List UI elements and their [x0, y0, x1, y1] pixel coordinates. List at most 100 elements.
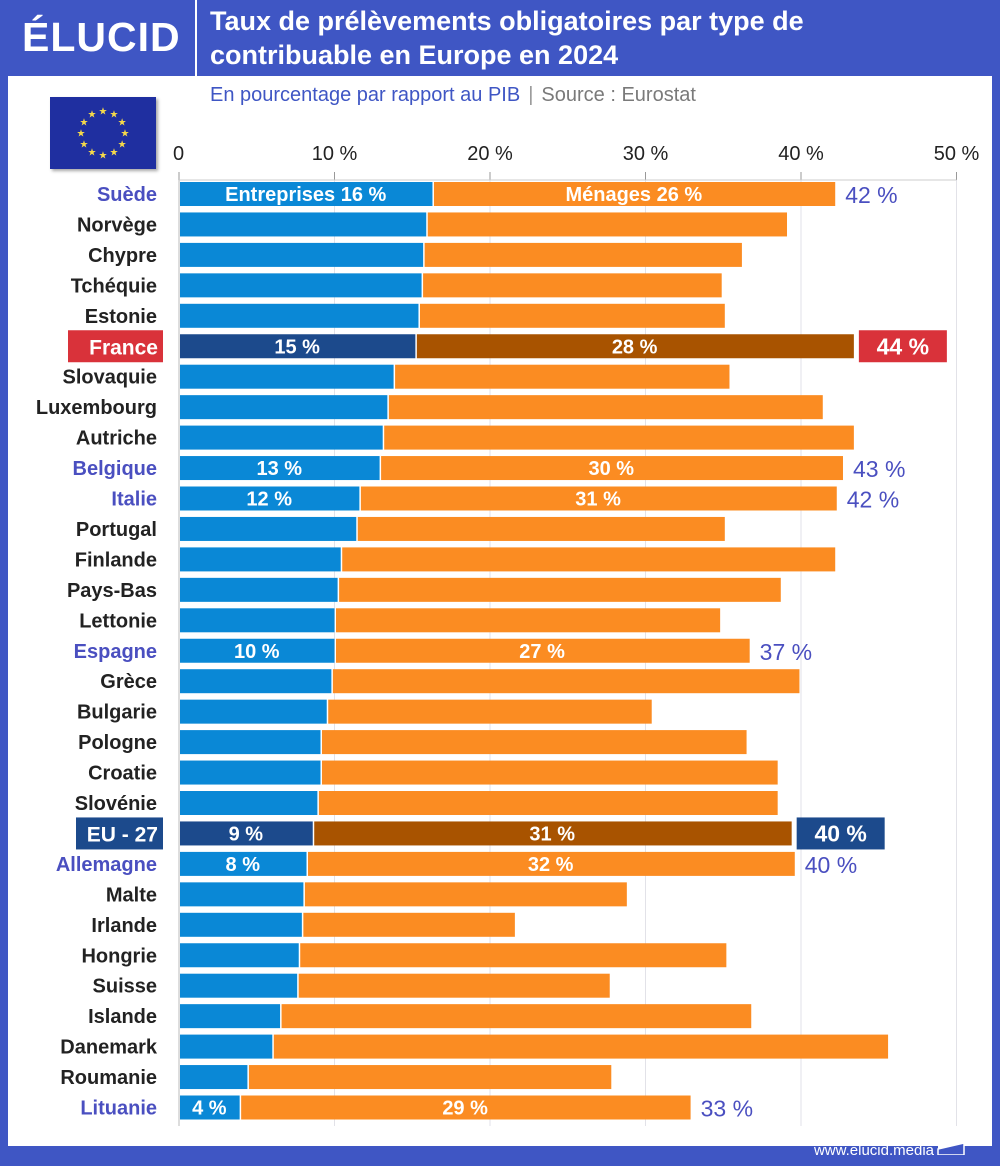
total-label: 33 %: [701, 1096, 753, 1122]
bar-entreprises: [180, 303, 419, 328]
bar-label-menages: Ménages 26 %: [565, 184, 702, 206]
x-tick-label: 20 %: [467, 143, 513, 165]
flag-star-icon: ★: [99, 107, 108, 118]
bar-label-entreprises: 12 %: [246, 489, 292, 511]
country-label: Islande: [88, 1006, 157, 1028]
country-label: Grèce: [100, 671, 157, 693]
bar-menages: [298, 973, 610, 998]
bar-entreprises: [180, 425, 383, 450]
bar-menages: [304, 882, 627, 907]
bar-menages: [314, 821, 792, 846]
flag-star-icon: ★: [110, 148, 119, 159]
bar-label-entreprises: 13 %: [257, 458, 303, 480]
country-label: Chypre: [88, 245, 157, 267]
bar-menages: [322, 760, 778, 785]
country-label: Bulgarie: [77, 702, 157, 724]
country-label: Italie: [111, 489, 157, 511]
title-line-2: contribuable en Europe en 2024: [210, 40, 619, 70]
bar-label-menages: 31 %: [575, 489, 621, 511]
country-label: Finlande: [75, 549, 157, 571]
x-tick-label: 30 %: [623, 143, 669, 165]
elucid-flag-icon: [937, 1135, 965, 1155]
bar-menages: [336, 638, 750, 663]
bar-menages: [336, 608, 721, 633]
country-label: Portugal: [76, 519, 157, 541]
bar-entreprises: [180, 943, 299, 968]
total-label: 42 %: [847, 487, 899, 513]
bar-menages: [433, 182, 836, 206]
country-label: Croatie: [88, 763, 157, 785]
bar-menages: [303, 912, 515, 937]
bar-label-menages: 27 %: [519, 641, 565, 663]
eu-flag-icon: ★ ★ ★ ★ ★ ★ ★ ★ ★ ★ ★ ★: [50, 97, 156, 169]
country-label: Estonie: [85, 306, 157, 328]
bar-entreprises: [180, 1095, 240, 1120]
country-label: Lituanie: [80, 1098, 157, 1120]
flag-star-icon: ★: [121, 129, 130, 140]
bar-entreprises: [180, 608, 335, 633]
chart-title: Taux de prélèvements obligatoires par ty…: [210, 4, 804, 72]
bar-menages: [248, 1065, 612, 1090]
bar-menages: [328, 699, 652, 724]
bar-menages: [424, 242, 742, 267]
bar-entreprises: [180, 516, 357, 541]
bar-menages: [384, 425, 854, 450]
total-label: 37 %: [760, 639, 812, 665]
bar-entreprises: [180, 1065, 248, 1090]
flag-star-icon: ★: [118, 118, 127, 129]
country-label: Autriche: [76, 428, 157, 450]
elucid-logo: ÉLUCID: [22, 14, 181, 60]
x-tick-label: 0: [173, 143, 184, 165]
header: ÉLUCID Taux de prélèvements obligatoires…: [0, 0, 1000, 76]
total-label: 44 %: [877, 333, 929, 359]
subtitle-separator: |: [528, 84, 534, 106]
bar-label-menages: 31 %: [529, 823, 575, 845]
bar-menages: [339, 577, 781, 602]
bar-label-entreprises: 4 %: [192, 1098, 227, 1120]
bar-entreprises: [180, 730, 321, 755]
bar-menages: [416, 334, 854, 359]
country-label: Pays-Bas: [67, 580, 157, 602]
bar-menages: [395, 364, 730, 389]
bar-label-entreprises: 9 %: [229, 823, 264, 845]
flag-star-icon: ★: [118, 140, 127, 151]
bar-menages: [427, 212, 788, 237]
flag-star-icon: ★: [77, 129, 86, 140]
bar-entreprises: [180, 242, 424, 267]
bar-entreprises: [180, 669, 332, 694]
source-text: Source : Eurostat: [541, 84, 696, 106]
bar-entreprises: [180, 1034, 273, 1059]
bar-entreprises: [180, 882, 304, 907]
flag-star-icon: ★: [79, 140, 88, 151]
footer-url[interactable]: www.elucid.media: [813, 1142, 934, 1159]
country-label: France: [89, 336, 158, 359]
bar-menages: [423, 273, 722, 298]
chart-subtitle: En pourcentage par rapport au PIB | Source…: [210, 84, 696, 107]
country-label-badge: [68, 330, 163, 363]
bar-entreprises: [180, 212, 427, 237]
country-label: Lettonie: [79, 610, 157, 632]
bar-entreprises: [180, 851, 307, 876]
bar-entreprises: [180, 1004, 281, 1029]
country-label: Suisse: [93, 976, 157, 998]
country-label: Slovaquie: [63, 367, 157, 389]
country-label: Roumanie: [60, 1067, 157, 1089]
title-line-1: Taux de prélèvements obligatoires par ty…: [210, 6, 804, 36]
bar-entreprises: [180, 334, 416, 359]
bar-menages: [300, 943, 727, 968]
bar-entreprises: [180, 273, 422, 298]
header-divider: [195, 0, 197, 76]
bar-label-entreprises: 10 %: [234, 641, 280, 663]
bar-entreprises: [180, 577, 338, 602]
country-label-badge: [76, 817, 163, 850]
bar-menages: [419, 303, 725, 328]
bar-entreprises: [180, 364, 394, 389]
bar-menages: [388, 395, 823, 420]
country-label: Malte: [106, 884, 157, 906]
flag-star-icon: ★: [99, 151, 108, 162]
country-label: Danemark: [60, 1037, 158, 1059]
x-tick-label: 10 %: [312, 143, 358, 165]
bar-menages: [241, 1095, 691, 1120]
subtitle-text: En pourcentage par rapport au PIB: [210, 84, 521, 106]
